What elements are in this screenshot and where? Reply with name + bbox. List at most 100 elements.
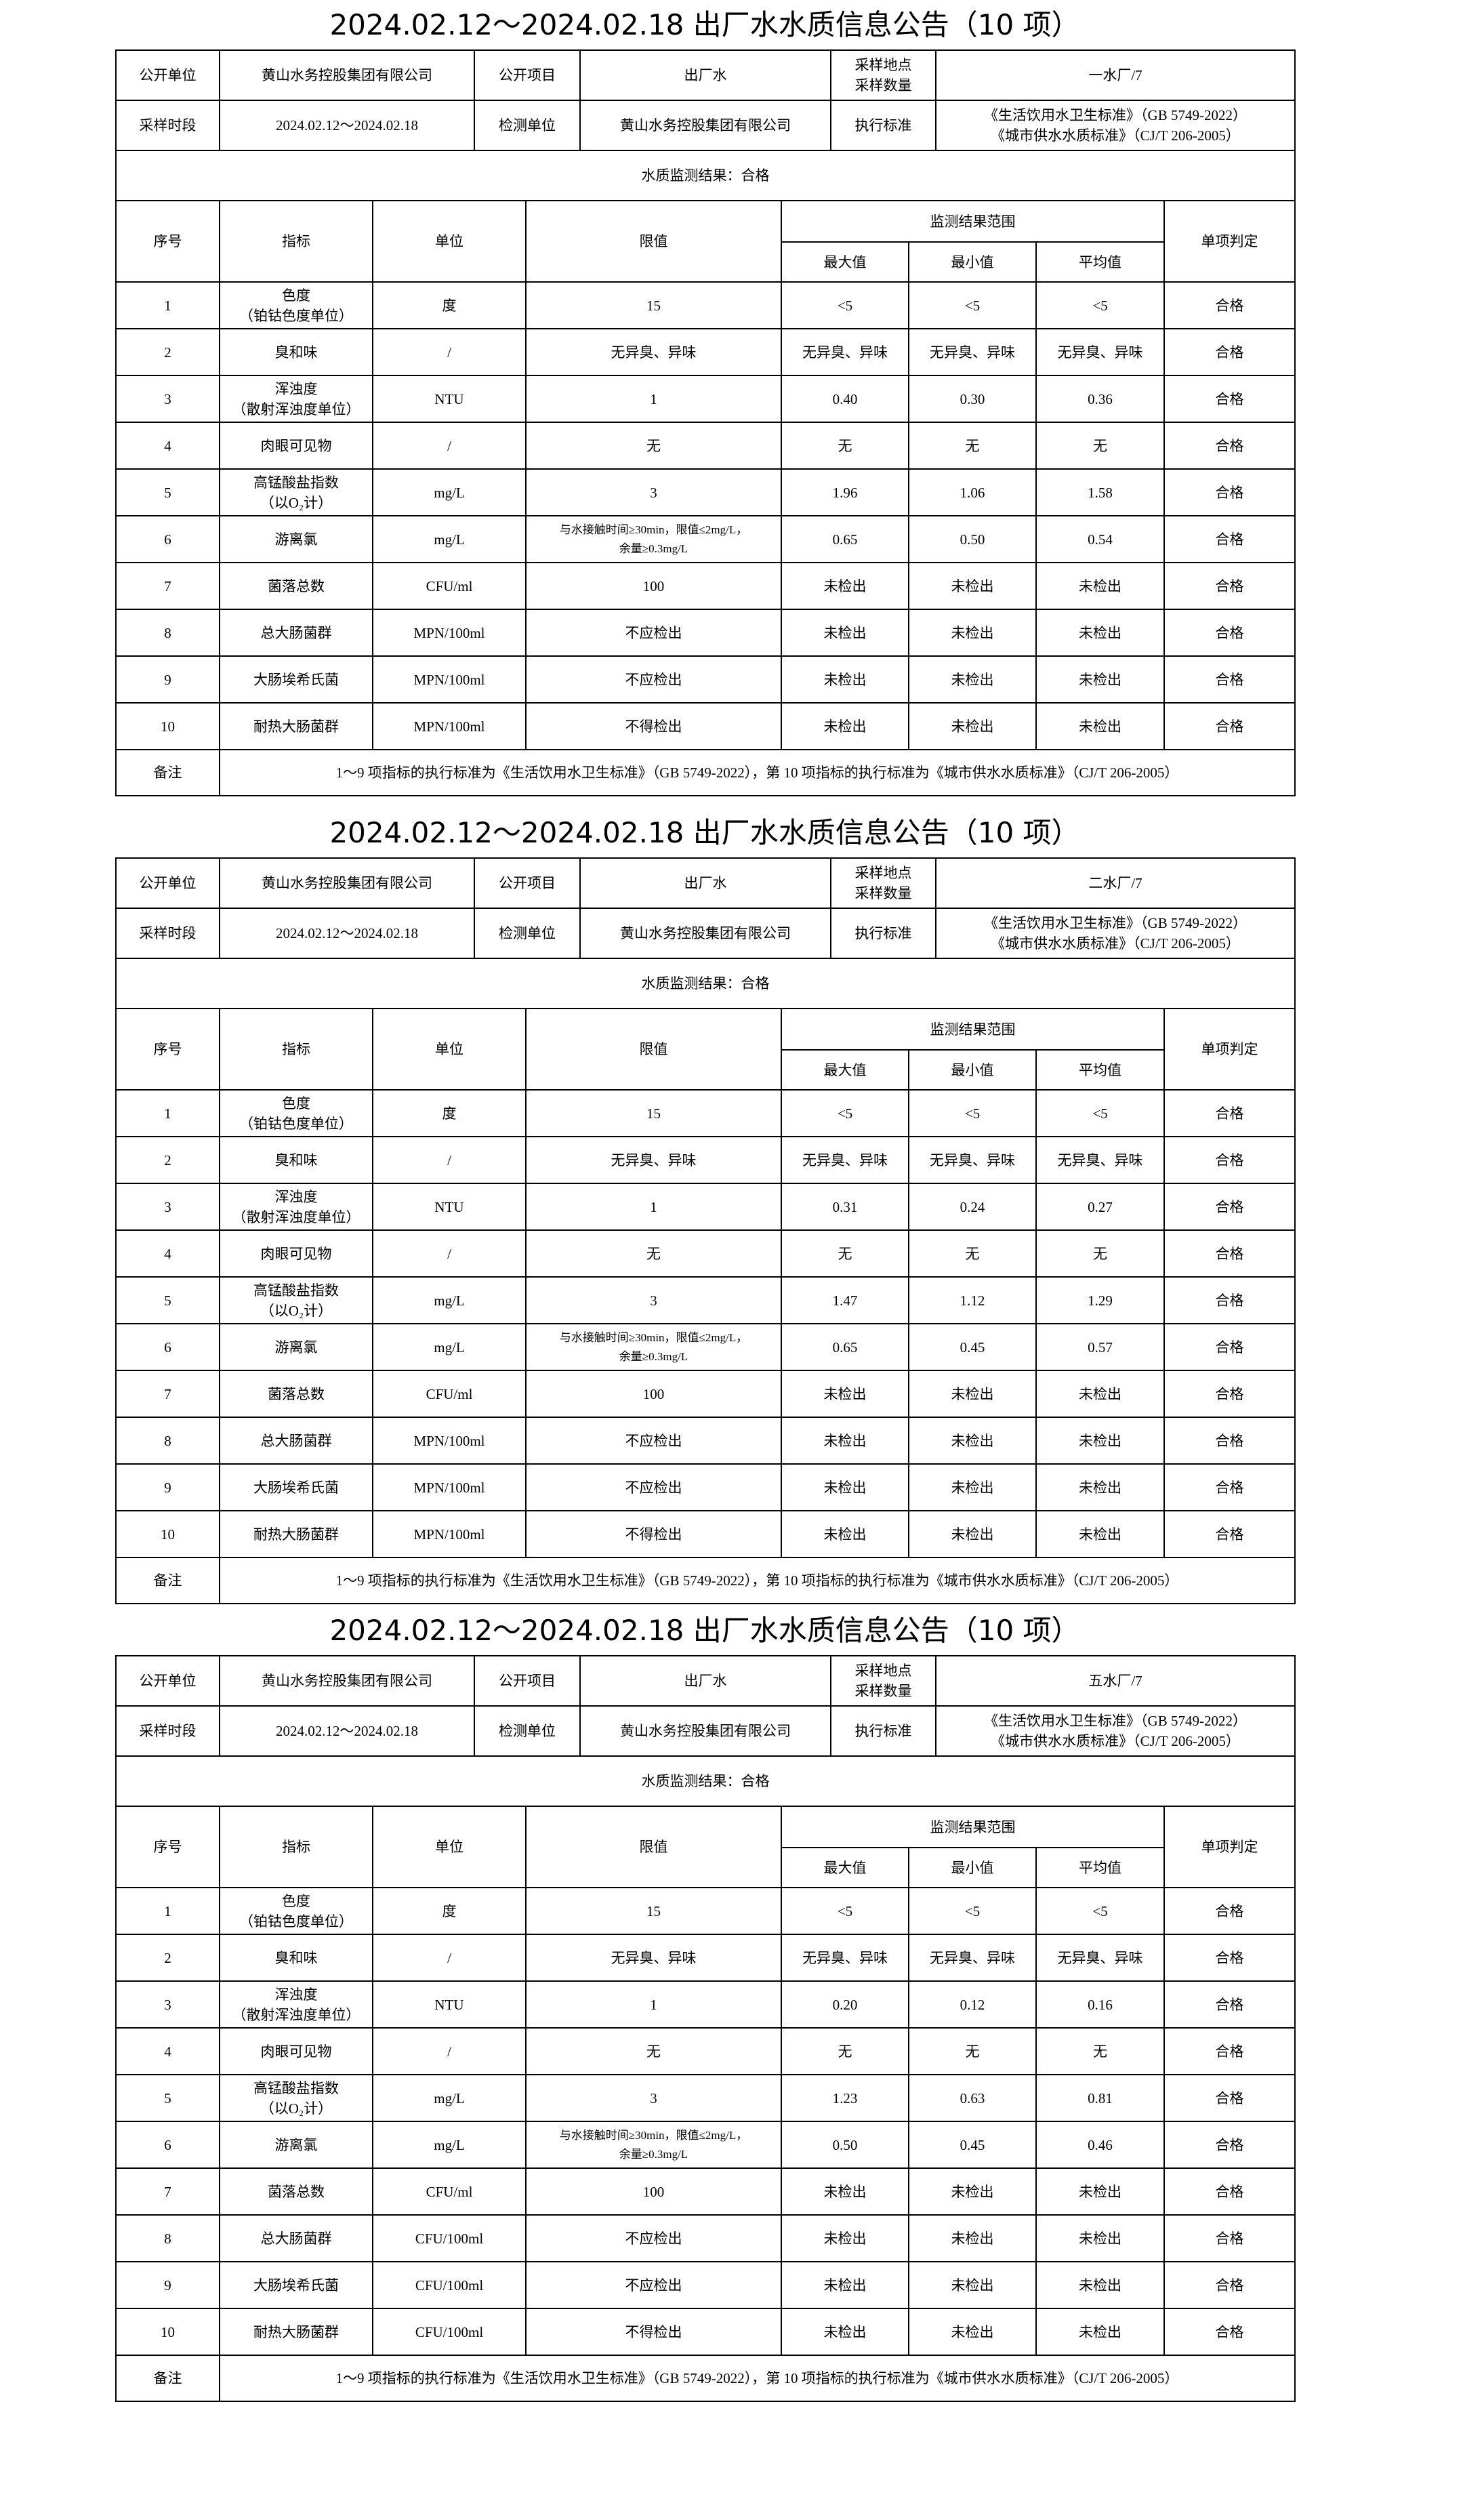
avg-header: 平均值 — [1079, 1859, 1121, 1876]
judgement: 合格 — [1215, 1292, 1244, 1309]
cell: 臭和味 — [219, 1934, 373, 1982]
cell: 未检出 — [1035, 702, 1166, 750]
cell: 15 — [525, 1887, 782, 1935]
remark-text: 1～9 项指标的执行标准为《生活饮用水卫生标准》（GB 5749-2022），第… — [335, 765, 1179, 781]
max-value: 未检出 — [823, 577, 867, 594]
table-row: 7 菌落总数 CFU/ml 100 未检出 未检出 未检出 合格 — [115, 1370, 1296, 1418]
sampling-site-label: 采样地点 — [854, 57, 912, 73]
cell: 未检出 — [1035, 655, 1166, 704]
cell: 合格 — [1163, 1980, 1296, 2029]
results-table: 序号 指标 单位 限值 监测结果范围 单项判定 最大值 最小值 平均值 1 色度… — [115, 201, 1296, 796]
period-value: 2024.02.12～2024.02.18 — [276, 117, 418, 134]
row-number: 2 — [164, 1152, 171, 1168]
limit: 与水接触时间≥30min，限值≤2mg/L， — [559, 1330, 748, 1344]
unit: / — [447, 344, 451, 361]
standard-label: 执行标准 — [854, 1723, 912, 1739]
cell: 无异臭、异味 — [525, 328, 782, 376]
cell: 浑浊度 （散射浑浊度单位） — [219, 375, 373, 423]
cell: 臭和味 — [219, 328, 373, 376]
indicator-subname: （以O₂计） — [260, 494, 333, 511]
standard-value-1: 《生活饮用水卫生标准》（GB 5749-2022） — [984, 915, 1247, 931]
judgement: 合格 — [1215, 577, 1244, 594]
cell: 1.58 — [1035, 468, 1166, 516]
avg-value: 1.29 — [1088, 1292, 1113, 1309]
header-row: 序号 指标 单位 限值 监测结果范围 单项判定 — [115, 201, 1296, 283]
unit: MPN/100ml — [413, 1526, 485, 1543]
cell: MPN/100ml — [372, 655, 527, 704]
cell: 合格 — [1163, 2074, 1296, 2122]
cell: 合格 — [1163, 375, 1296, 423]
cell: 度 — [372, 1887, 527, 1935]
header-row: 最大值 最小值 平均值 — [116, 241, 1295, 283]
cell: 100 — [525, 2167, 782, 2216]
cell: 5 — [115, 2074, 220, 2122]
cell: 总大肠菌群 — [219, 609, 373, 657]
cell: 0.45 — [908, 2121, 1037, 2169]
row-number: 1 — [164, 1902, 171, 1919]
min-value: 无 — [965, 2043, 980, 2060]
cell: <5 — [1035, 281, 1166, 329]
header-cell: 指标 — [219, 1807, 373, 1888]
judgement: 合格 — [1215, 2323, 1244, 2340]
min-value: <5 — [964, 297, 981, 314]
row-number: 10 — [161, 2323, 175, 2340]
cell: 1.29 — [1035, 1276, 1166, 1324]
cell: 6 — [115, 1323, 220, 1371]
row-number: 7 — [164, 1385, 171, 1402]
unit: MPN/100ml — [413, 1432, 485, 1449]
cell: 大肠埃希氏菌 — [219, 1463, 373, 1511]
min-value: 未检出 — [951, 577, 994, 594]
min-value: 未检出 — [951, 1479, 994, 1496]
cell: 1～9 项指标的执行标准为《生活饮用水卫生标准》（GB 5749-2022），第… — [218, 749, 1296, 796]
cell: 0.16 — [1035, 1980, 1166, 2029]
cell: 耐热大肠菌群 — [219, 2308, 373, 2356]
avg-value: 未检出 — [1079, 2230, 1121, 2247]
unit: NTU — [434, 390, 464, 407]
cell: 合格 — [1163, 468, 1296, 516]
unit: CFU/ml — [426, 577, 473, 594]
cell: 浑浊度 （散射浑浊度单位） — [219, 1183, 373, 1231]
cell: 8 — [115, 609, 220, 657]
limit: 与水接触时间≥30min，限值≤2mg/L， — [559, 523, 748, 536]
avg-value: 0.46 — [1088, 2136, 1113, 2153]
value-cell: 黄山水务控股集团有限公司 — [219, 857, 475, 909]
cell: 臭和味 — [219, 1136, 373, 1184]
min-value: 0.45 — [960, 2136, 985, 2153]
unit: mg/L — [434, 2136, 465, 2153]
cell: 不得检出 — [525, 702, 782, 750]
project-value: 出厂水 — [684, 67, 727, 83]
cell: mg/L — [372, 468, 527, 516]
cell: 0.81 — [1035, 2074, 1166, 2122]
label-cell: 采样时段 — [115, 1705, 220, 1757]
indicator-name: 浑浊度 — [274, 1986, 318, 2003]
indicator-name: 肉眼可见物 — [260, 2043, 332, 2060]
table-row: 7 菌落总数 CFU/ml 100 未检出 未检出 未检出 合格 — [115, 2167, 1296, 2216]
cell: / — [372, 1136, 527, 1184]
min-value: 0.24 — [960, 1198, 985, 1215]
cell: 无 — [781, 422, 909, 470]
cell: 合格 — [1163, 1510, 1296, 1558]
site-count-value: 一水厂/7 — [1088, 67, 1142, 83]
judgement: 合格 — [1215, 1479, 1244, 1496]
cell: 合格 — [1163, 702, 1296, 750]
cell: 无 — [781, 2027, 909, 2075]
cell: 色度 （铂钴色度单位） — [219, 281, 373, 329]
range-header: 监测结果范围 — [930, 213, 1016, 230]
judgement: 合格 — [1215, 1902, 1244, 1919]
header-cell: 最小值 — [908, 1847, 1037, 1888]
unit: / — [447, 1245, 451, 1262]
label-cell: 公开单位 — [115, 1655, 220, 1707]
sampling-site-label: 采样地点 — [854, 1663, 912, 1679]
site-count-value: 二水厂/7 — [1088, 875, 1142, 891]
cell: 高锰酸盐指数 （以O₂计） — [219, 1276, 373, 1324]
result-row: 水质监测结果：合格 — [115, 958, 1296, 1009]
min-value: 未检出 — [951, 1385, 994, 1402]
header-cell: 监测结果范围 — [780, 201, 1166, 243]
unit: CFU/ml — [426, 2183, 473, 2200]
label-cell: 采样时段 — [115, 908, 220, 959]
cell: 4 — [115, 422, 220, 470]
header-cell: 平均值 — [1035, 1049, 1166, 1091]
limit-header: 限值 — [639, 233, 668, 249]
lab-value: 黄山水务控股集团有限公司 — [620, 1723, 791, 1739]
cell: 合格 — [1163, 1370, 1296, 1418]
